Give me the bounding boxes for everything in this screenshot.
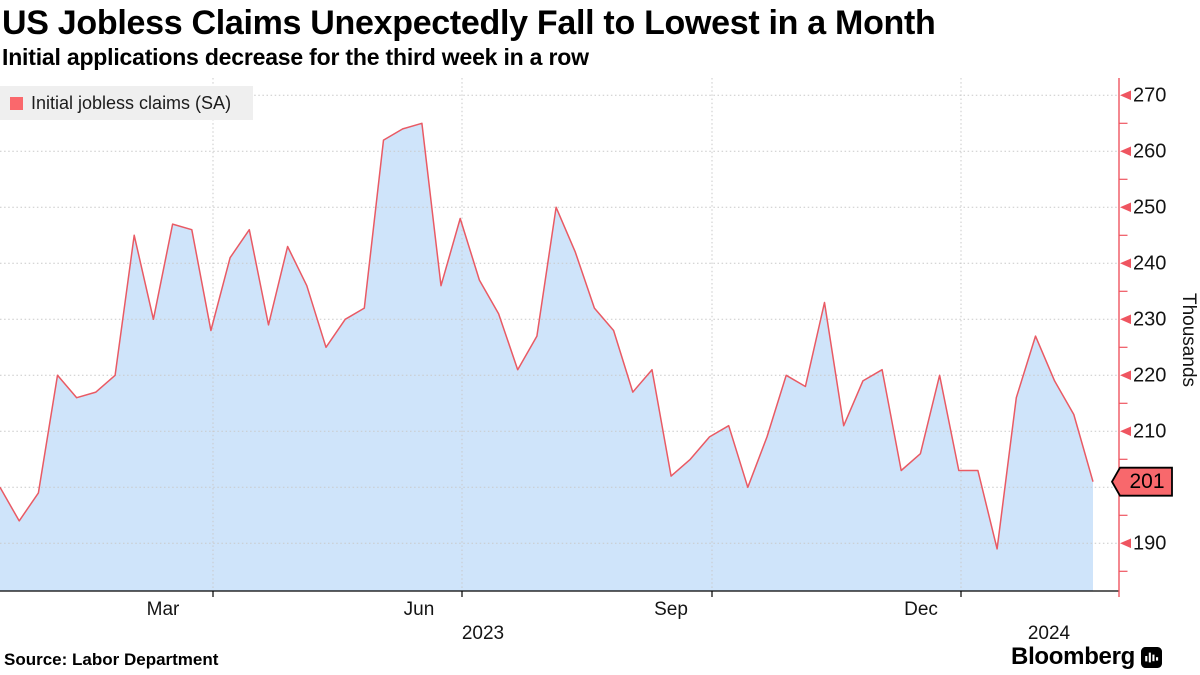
- y-tick-label: 210: [1133, 420, 1166, 442]
- bloomberg-bars-icon: [1141, 646, 1162, 668]
- y-tick-label: 220: [1133, 364, 1166, 386]
- page-subtitle: Initial applications decrease for the th…: [2, 44, 589, 70]
- y-tick-label: 250: [1133, 196, 1166, 218]
- y-tick-label: 190: [1133, 532, 1166, 554]
- bloomberg-wordmark: Bloomberg: [1011, 643, 1135, 670]
- x-tick-label: Dec: [904, 599, 938, 620]
- chart-legend: Initial jobless claims (SA): [0, 86, 253, 120]
- bloomberg-logo: Bloomberg: [1011, 643, 1162, 671]
- y-axis-title: Thousands: [1178, 293, 1199, 387]
- x-year-label: 2024: [1028, 623, 1071, 644]
- source-note: Source: Labor Department: [4, 650, 219, 669]
- y-tick-label: 230: [1133, 308, 1166, 330]
- legend-label: Initial jobless claims (SA): [31, 92, 232, 113]
- claims-line: [0, 122, 1094, 550]
- x-axis: Mar Jun Sep Dec 2023 2024: [0, 590, 1119, 644]
- page-title: US Jobless Claims Unexpectedly Fall to L…: [2, 4, 936, 42]
- last-value-badge: 201: [1110, 466, 1173, 497]
- x-tick-label: Jun: [404, 599, 435, 620]
- y-axis: 190 210 220 230 240 250 260 270 Thousands: [1118, 78, 1199, 597]
- area-fill: [0, 123, 1093, 592]
- x-tick-label: Sep: [654, 599, 688, 620]
- legend-swatch-icon: [10, 96, 23, 110]
- y-tick-label: 260: [1133, 140, 1166, 162]
- y-tick-label: 240: [1133, 252, 1166, 274]
- vertical-gridlines: [212, 78, 962, 591]
- last-value-label: 201: [1129, 470, 1164, 493]
- x-year-label: 2023: [462, 623, 504, 644]
- y-tick-label: 270: [1133, 84, 1166, 106]
- x-tick-label: Mar: [147, 599, 180, 620]
